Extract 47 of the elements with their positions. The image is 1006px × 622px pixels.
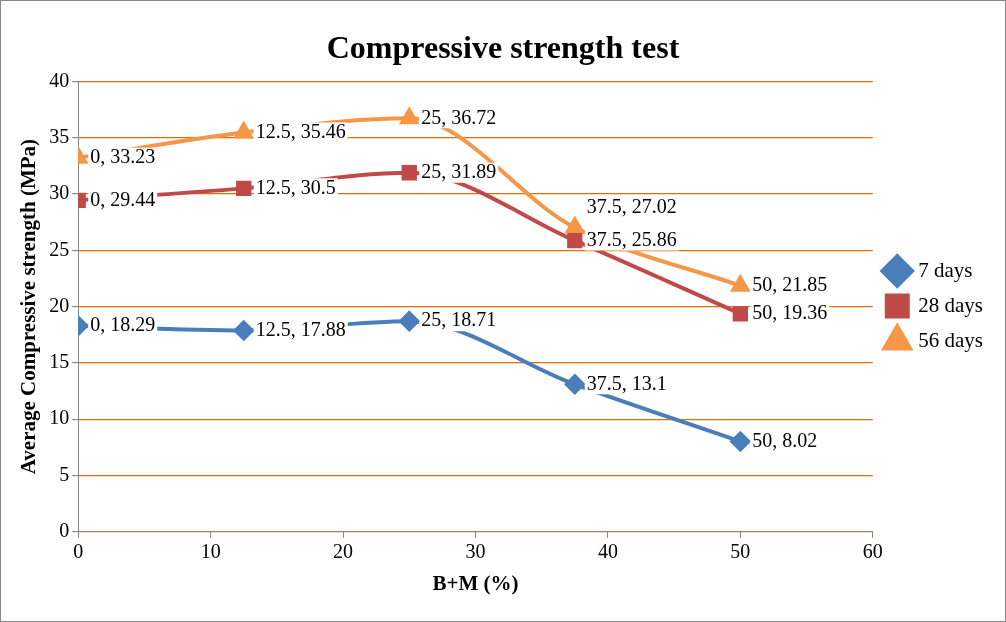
data-label: 25, 18.71	[421, 308, 497, 331]
y-tick-label: 40	[49, 68, 70, 91]
legend-label: 56 days	[918, 327, 984, 352]
data-label: 12.5, 17.88	[255, 317, 346, 340]
chart-title: Compressive strength test	[326, 29, 680, 66]
y-tick-label: 30	[49, 181, 70, 204]
y-tick-label: 25	[49, 237, 70, 260]
point	[567, 232, 583, 249]
x-axis-title: B+M (%)	[432, 570, 519, 595]
y-axis-title: Average Compressive strength (MPa)	[16, 138, 41, 475]
y-tick-label: 5	[59, 462, 70, 485]
data-label: 50, 8.02	[752, 428, 818, 451]
y-tick-label: 20	[49, 293, 70, 316]
point	[732, 306, 748, 322]
data-label: 50, 19.36	[752, 301, 828, 324]
point	[233, 120, 254, 139]
x-tick-label: 60	[862, 540, 883, 563]
x-tick-label: 50	[730, 540, 751, 563]
data-label: 0, 33.23	[90, 144, 156, 167]
point	[399, 311, 420, 332]
data-label: 37.5, 13.1	[586, 371, 667, 394]
legend-label: 7 days	[918, 257, 973, 282]
data-label: 12.5, 35.46	[255, 119, 346, 142]
point	[564, 374, 585, 395]
y-tick-label: 10	[49, 406, 70, 429]
data-label: 50, 21.85	[752, 273, 828, 296]
point	[233, 320, 254, 341]
data-label: 25, 31.89	[421, 159, 497, 182]
point	[400, 108, 419, 125]
data-label: 25, 36.72	[421, 105, 497, 128]
y-tick-label: 35	[49, 124, 70, 147]
point	[730, 431, 751, 452]
y-tick-label: 15	[49, 350, 70, 373]
x-tick-label: 30	[465, 540, 486, 563]
x-tick-label: 20	[333, 540, 354, 563]
x-tick-label: 40	[597, 540, 618, 563]
data-label: 0, 18.29	[90, 313, 156, 336]
x-tick-label: 0	[73, 540, 84, 563]
y-tick-label: 0	[59, 519, 70, 542]
x-tick-label: 10	[200, 540, 221, 563]
legend-label: 28 days	[918, 292, 984, 317]
data-label: 37.5, 27.02	[586, 194, 677, 217]
data-label: 37.5, 25.86	[586, 227, 677, 250]
point	[401, 165, 417, 181]
data-label: 0, 29.44	[90, 187, 156, 210]
data-label: 12.5, 30.5	[255, 175, 336, 198]
point	[236, 180, 252, 197]
